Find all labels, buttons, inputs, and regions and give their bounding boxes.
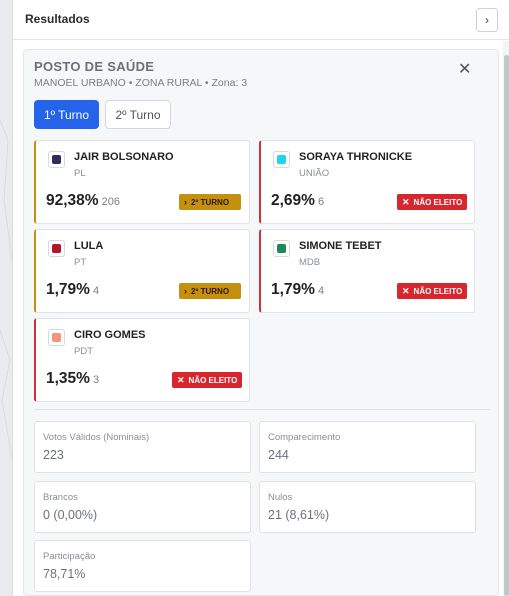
map-background bbox=[0, 0, 15, 596]
stat-null-votes: Nulos 21 (8,61%) bbox=[259, 481, 476, 533]
stat-valid-votes: Votos Válidos (Nominais) 223 bbox=[34, 421, 251, 473]
stat-participation: Participação 78,71% bbox=[34, 540, 251, 592]
panel-header: Resultados › bbox=[13, 0, 509, 40]
scrollbar[interactable] bbox=[503, 41, 509, 596]
vote-count: 4 bbox=[92, 285, 100, 297]
stat-value: 21 (8,61%) bbox=[268, 508, 330, 522]
status-badge: › 2º TURNO bbox=[179, 283, 241, 299]
x-icon: ✕ bbox=[402, 285, 410, 296]
pct-value: 1,35% bbox=[46, 370, 90, 387]
status-label: NÃO ELEITO bbox=[413, 197, 463, 207]
stat-label: Participação bbox=[43, 551, 96, 562]
vote-count: 4 bbox=[317, 285, 325, 297]
candidate-card-ciro[interactable]: CIRO GOMES PDT 1,35% 3 ✕ NÃO ELEITO bbox=[34, 318, 250, 402]
chevron-right-icon: › bbox=[184, 197, 187, 207]
location-subtitle: MANOEL URBANO • ZONA RURAL • Zona: 3 bbox=[34, 77, 248, 89]
party-color-swatch bbox=[273, 151, 290, 168]
candidate-name: JAIR BOLSONARO bbox=[74, 151, 174, 163]
x-icon: ✕ bbox=[402, 196, 410, 207]
candidate-party: UNIÃO bbox=[299, 168, 330, 179]
candidate-name: LULA bbox=[74, 240, 104, 252]
vote-count: 6 bbox=[317, 196, 325, 208]
section-divider bbox=[34, 409, 490, 410]
results-panel: Resultados › POSTO DE SAÚDE MANOEL URBAN… bbox=[12, 0, 509, 596]
tab-second-round[interactable]: 2º Turno bbox=[105, 100, 171, 129]
close-icon[interactable]: ✕ bbox=[458, 61, 472, 78]
candidate-percentage: 1,79% 4 bbox=[46, 281, 99, 299]
status-label: NÃO ELEITO bbox=[188, 375, 238, 385]
pct-value: 2,69% bbox=[271, 192, 315, 209]
chevron-right-icon: › bbox=[184, 286, 187, 296]
x-icon: ✕ bbox=[177, 374, 185, 385]
pct-value: 92,38% bbox=[46, 192, 99, 209]
stat-turnout: Comparecimento 244 bbox=[259, 421, 476, 473]
status-badge: ✕ NÃO ELEITO bbox=[172, 372, 242, 388]
stat-label: Votos Válidos (Nominais) bbox=[43, 432, 150, 443]
stat-value: 78,71% bbox=[43, 567, 86, 581]
candidate-percentage: 1,79% 4 bbox=[271, 281, 324, 299]
scrollbar-thumb[interactable] bbox=[504, 55, 509, 596]
candidate-party: PL bbox=[74, 168, 86, 179]
expand-button[interactable]: › bbox=[476, 8, 498, 32]
stat-label: Comparecimento bbox=[268, 432, 341, 443]
status-label: 2º TURNO bbox=[191, 197, 230, 207]
vote-count: 3 bbox=[92, 374, 100, 386]
status-badge: ✕ NÃO ELEITO bbox=[397, 194, 467, 210]
party-color-swatch bbox=[48, 329, 65, 346]
stat-value: 223 bbox=[43, 448, 64, 462]
candidate-card-soraya[interactable]: SORAYA THRONICKE UNIÃO 2,69% 6 ✕ NÃO ELEIT… bbox=[259, 140, 475, 224]
stat-label: Nulos bbox=[268, 492, 293, 503]
candidate-card-lula[interactable]: LULA PT 1,79% 4 › 2º TURNO bbox=[34, 229, 250, 313]
status-label: NÃO ELEITO bbox=[413, 286, 463, 296]
candidate-percentage: 1,35% 3 bbox=[46, 370, 99, 388]
candidate-percentage: 92,38% 206 bbox=[46, 192, 120, 210]
location-card: POSTO DE SAÚDE MANOEL URBANO • ZONA RURA… bbox=[23, 49, 499, 596]
stat-value: 0 (0,00%) bbox=[43, 508, 98, 522]
pct-value: 1,79% bbox=[46, 281, 90, 298]
stat-blank-votes: Brancos 0 (0,00%) bbox=[34, 481, 251, 533]
candidate-percentage: 2,69% 6 bbox=[271, 192, 324, 210]
chevron-right-icon: › bbox=[485, 13, 489, 27]
party-color-swatch bbox=[273, 240, 290, 257]
candidate-card-tebet[interactable]: SIMONE TEBET MDB 1,79% 4 ✕ NÃO ELEITO bbox=[259, 229, 475, 313]
party-color-swatch bbox=[48, 151, 65, 168]
candidate-card-bolsonaro[interactable]: JAIR BOLSONARO PL 92,38% 206 › 2º TURNO bbox=[34, 140, 250, 224]
candidate-name: SORAYA THRONICKE bbox=[299, 151, 413, 163]
map-lines bbox=[0, 119, 15, 471]
party-color-swatch bbox=[48, 240, 65, 257]
vote-count: 206 bbox=[101, 196, 120, 208]
candidate-party: PDT bbox=[74, 346, 93, 357]
tab-first-round[interactable]: 1º Turno bbox=[34, 100, 99, 129]
status-badge: ✕ NÃO ELEITO bbox=[397, 283, 467, 299]
candidate-name: SIMONE TEBET bbox=[299, 240, 382, 252]
status-label: 2º TURNO bbox=[191, 286, 230, 296]
status-badge: › 2º TURNO bbox=[179, 194, 241, 210]
candidate-name: CIRO GOMES bbox=[74, 329, 146, 341]
panel-title: Resultados bbox=[25, 12, 90, 26]
pct-value: 1,79% bbox=[271, 281, 315, 298]
candidate-party: MDB bbox=[299, 257, 321, 268]
stat-label: Brancos bbox=[43, 492, 78, 503]
location-title: POSTO DE SAÚDE bbox=[34, 59, 155, 74]
stat-value: 244 bbox=[268, 448, 289, 462]
candidate-party: PT bbox=[74, 257, 87, 268]
